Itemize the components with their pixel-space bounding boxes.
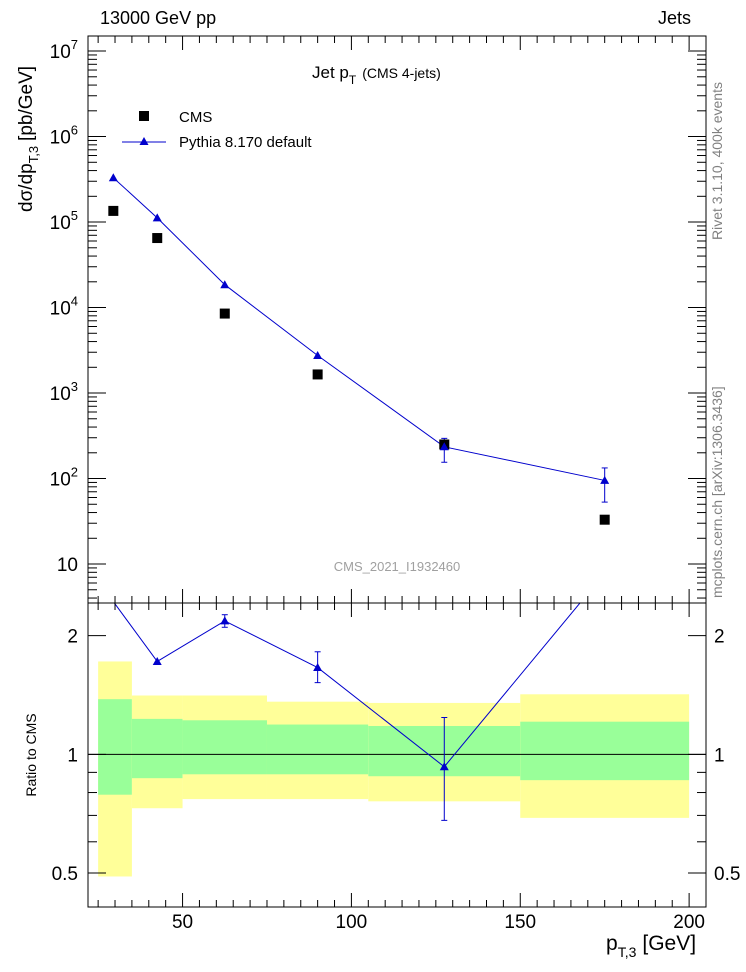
ratio-ytick-label-right: 1 xyxy=(714,745,725,766)
ratio-point xyxy=(220,616,230,625)
cms-point xyxy=(599,514,610,525)
ratio-bands xyxy=(98,661,690,877)
ratio-ticks xyxy=(88,603,706,907)
ratio-ytick-label-left: 1 xyxy=(67,745,78,766)
main-ylabel-main: dσ/dp xyxy=(16,163,37,212)
ratio-data xyxy=(113,603,581,821)
ratio-ytick-label-right: 2 xyxy=(714,627,725,648)
chart-title-main: Jet p xyxy=(312,63,349,82)
legend-cms-label: CMS xyxy=(179,109,212,126)
ratio-band-inner xyxy=(520,721,690,781)
chart-title: Jet pT (CMS 4-jets) xyxy=(312,63,441,87)
ratio-ytick-label-left: 0.5 xyxy=(52,864,78,885)
ratio-band-inner xyxy=(266,724,369,775)
pythia-point xyxy=(152,213,162,222)
cms-point xyxy=(219,308,230,319)
pythia-point xyxy=(220,280,230,289)
main-ytick-label-base: 10 xyxy=(50,384,71,405)
main-ylabel-suffix: [pb/GeV] xyxy=(16,66,37,141)
main-ytick-label: 107 xyxy=(50,37,78,63)
main-ylabel: dσ/dpT,3 [pb/GeV] xyxy=(16,66,41,212)
ratio-point xyxy=(313,663,323,672)
main-ytick-label-exp: 5 xyxy=(71,208,78,223)
main-ytick-label: 104 xyxy=(50,294,78,320)
pythia-line xyxy=(112,177,605,481)
ratio-band-inner xyxy=(131,718,183,779)
ratio-xtick-labels: 50 100 150 200 xyxy=(172,912,705,933)
chart-title-suffix: (CMS 4-jets) xyxy=(362,65,441,81)
pythia-point xyxy=(313,350,323,359)
main-data xyxy=(108,173,610,525)
x-axis-label-suffix: [GeV] xyxy=(642,932,696,955)
ratio-frame xyxy=(87,602,707,908)
legend: CMS Pythia 8.170 default xyxy=(122,109,312,151)
ratio-panel: 0.5 0.5 1 1 2 2 50 100 150 200 Ratio to CMS pT,3… xyxy=(23,602,741,960)
cms-point xyxy=(108,205,119,216)
ratio-band-inner xyxy=(98,699,132,795)
analysis-watermark: CMS_2021_I1932460 xyxy=(334,559,461,574)
xtick-label: 200 xyxy=(673,912,705,933)
ratio-ytick-label-right: 0.5 xyxy=(714,864,740,885)
xtick-label: 150 xyxy=(504,912,536,933)
main-ytick-label: 10 xyxy=(57,555,78,576)
ratio-band-inner xyxy=(182,720,267,775)
x-axis-label-sub: T,3 xyxy=(618,944,637,960)
cms-point xyxy=(152,233,163,244)
ratio-point xyxy=(439,762,449,771)
main-ytick-label: 105 xyxy=(50,208,78,234)
ratio-series xyxy=(113,603,581,821)
x-axis-label: pT,3 [GeV] xyxy=(606,932,696,960)
chart-title-sub: T xyxy=(349,73,357,87)
ratio-ytick-labels: 0.5 0.5 1 1 2 2 xyxy=(52,627,741,885)
legend-pythia-label: Pythia 8.170 default xyxy=(179,134,312,151)
main-ytick-label-base: 10 xyxy=(50,128,71,149)
ratio-line xyxy=(113,603,581,768)
main-ytick-label: 102 xyxy=(50,465,78,491)
x-axis-label-main: p xyxy=(606,932,618,955)
energy-label: 13000 GeV pp xyxy=(100,8,216,28)
rivet-label: Rivet 3.1.10, 400k events xyxy=(709,82,725,240)
main-ytick-label-base: 10 xyxy=(50,42,71,63)
legend-cms-marker xyxy=(139,111,149,121)
main-ticks xyxy=(88,36,706,603)
main-ytick-label-exp: 2 xyxy=(71,465,78,480)
main-ytick-label: 106 xyxy=(50,123,78,149)
main-ytick-label-exp: 7 xyxy=(71,37,78,52)
category-label: Jets xyxy=(658,8,691,28)
cms-point xyxy=(312,369,323,380)
main-ytick-label-exp: 3 xyxy=(71,379,78,394)
pythia-point xyxy=(439,442,449,451)
main-ylabel-sub: T,3 xyxy=(26,146,41,163)
pythia-point xyxy=(108,173,118,182)
main-ytick-label-base: 10 xyxy=(50,470,71,491)
ratio-point xyxy=(152,656,162,665)
xtick-label: 50 xyxy=(172,912,193,933)
pythia-point xyxy=(600,475,610,484)
ratio-ytick-label-left: 2 xyxy=(67,627,78,648)
main-ytick-label-base: 10 xyxy=(50,299,71,320)
main-ytick-label: 103 xyxy=(50,379,78,405)
ratio-ylabel: Ratio to CMS xyxy=(23,713,39,796)
mcplots-label: mcplots.cern.ch [arXiv:1306.3436] xyxy=(709,386,725,598)
legend-pythia-marker xyxy=(139,137,149,145)
main-ytick-label-exp: 4 xyxy=(71,294,78,309)
xtick-label: 100 xyxy=(336,912,368,933)
main-ytick-label-exp: 6 xyxy=(71,123,78,138)
main-ytick-label-base: 10 xyxy=(50,213,71,234)
